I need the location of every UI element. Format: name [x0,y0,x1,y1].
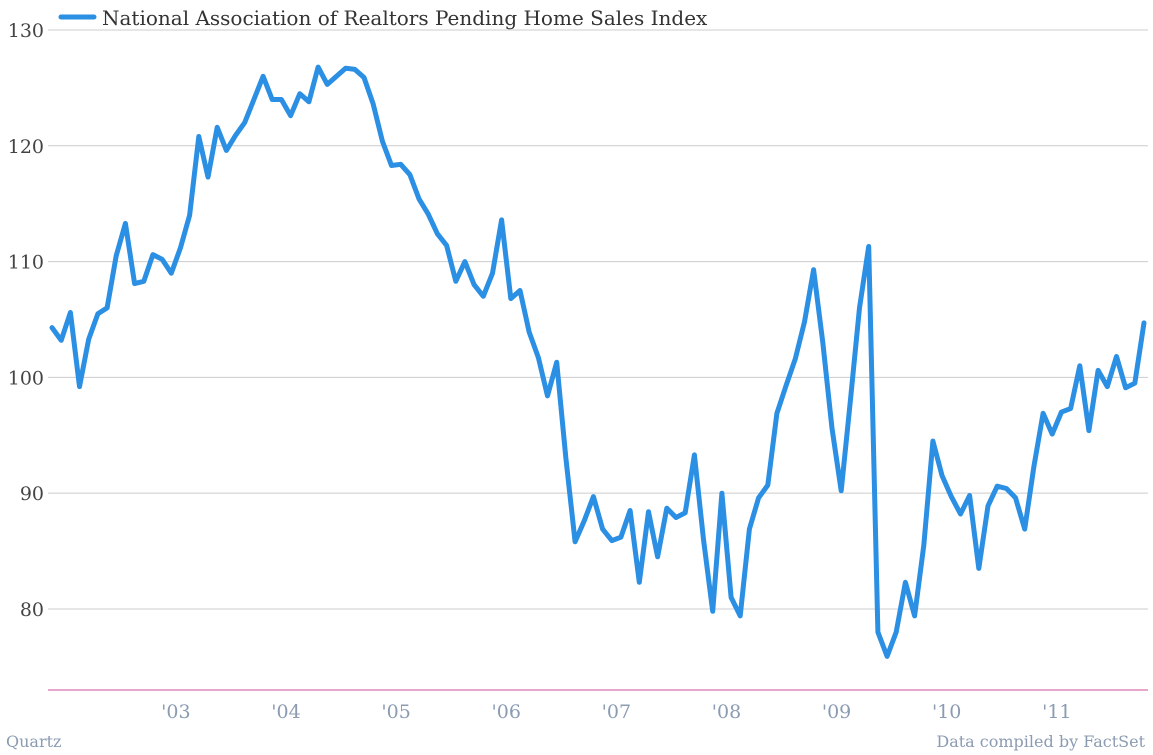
x-tick-label-2009: '09 [822,701,851,723]
y-tick-label-90: 90 [20,483,44,505]
y-axis-tick-labels: 80 90 100 110 120 130 [8,20,44,621]
x-axis-tick-labels: '03'04'05'06'07'08'09'10'11'12 [161,701,1153,723]
legend-label: National Association of Realtors Pending… [102,6,708,30]
x-tick-label-2004: '04 [271,701,300,723]
series-line-pending-home-sales [49,64,1147,659]
x-tick-label-2005: '05 [381,701,410,723]
x-tick-label-2011: '11 [1042,701,1071,723]
y-tick-label-120: 120 [8,136,44,158]
x-tick-label-2008: '08 [712,701,741,723]
y-tick-label-130: 130 [8,20,44,42]
data-credit: Data compiled by FactSet [936,732,1145,751]
y-tick-label-110: 110 [8,252,44,274]
x-tick-label-2010: '10 [932,701,961,723]
y-tick-label-80: 80 [20,599,44,621]
x-tick-label-2006: '06 [492,701,521,723]
x-tick-label-2007: '07 [602,701,631,723]
gridlines [48,29,1148,610]
x-tick-label-2003: '03 [161,701,190,723]
source-brand: Quartz [6,732,62,751]
y-tick-label-100: 100 [8,367,44,389]
legend: National Association of Realtors Pending… [58,6,708,30]
